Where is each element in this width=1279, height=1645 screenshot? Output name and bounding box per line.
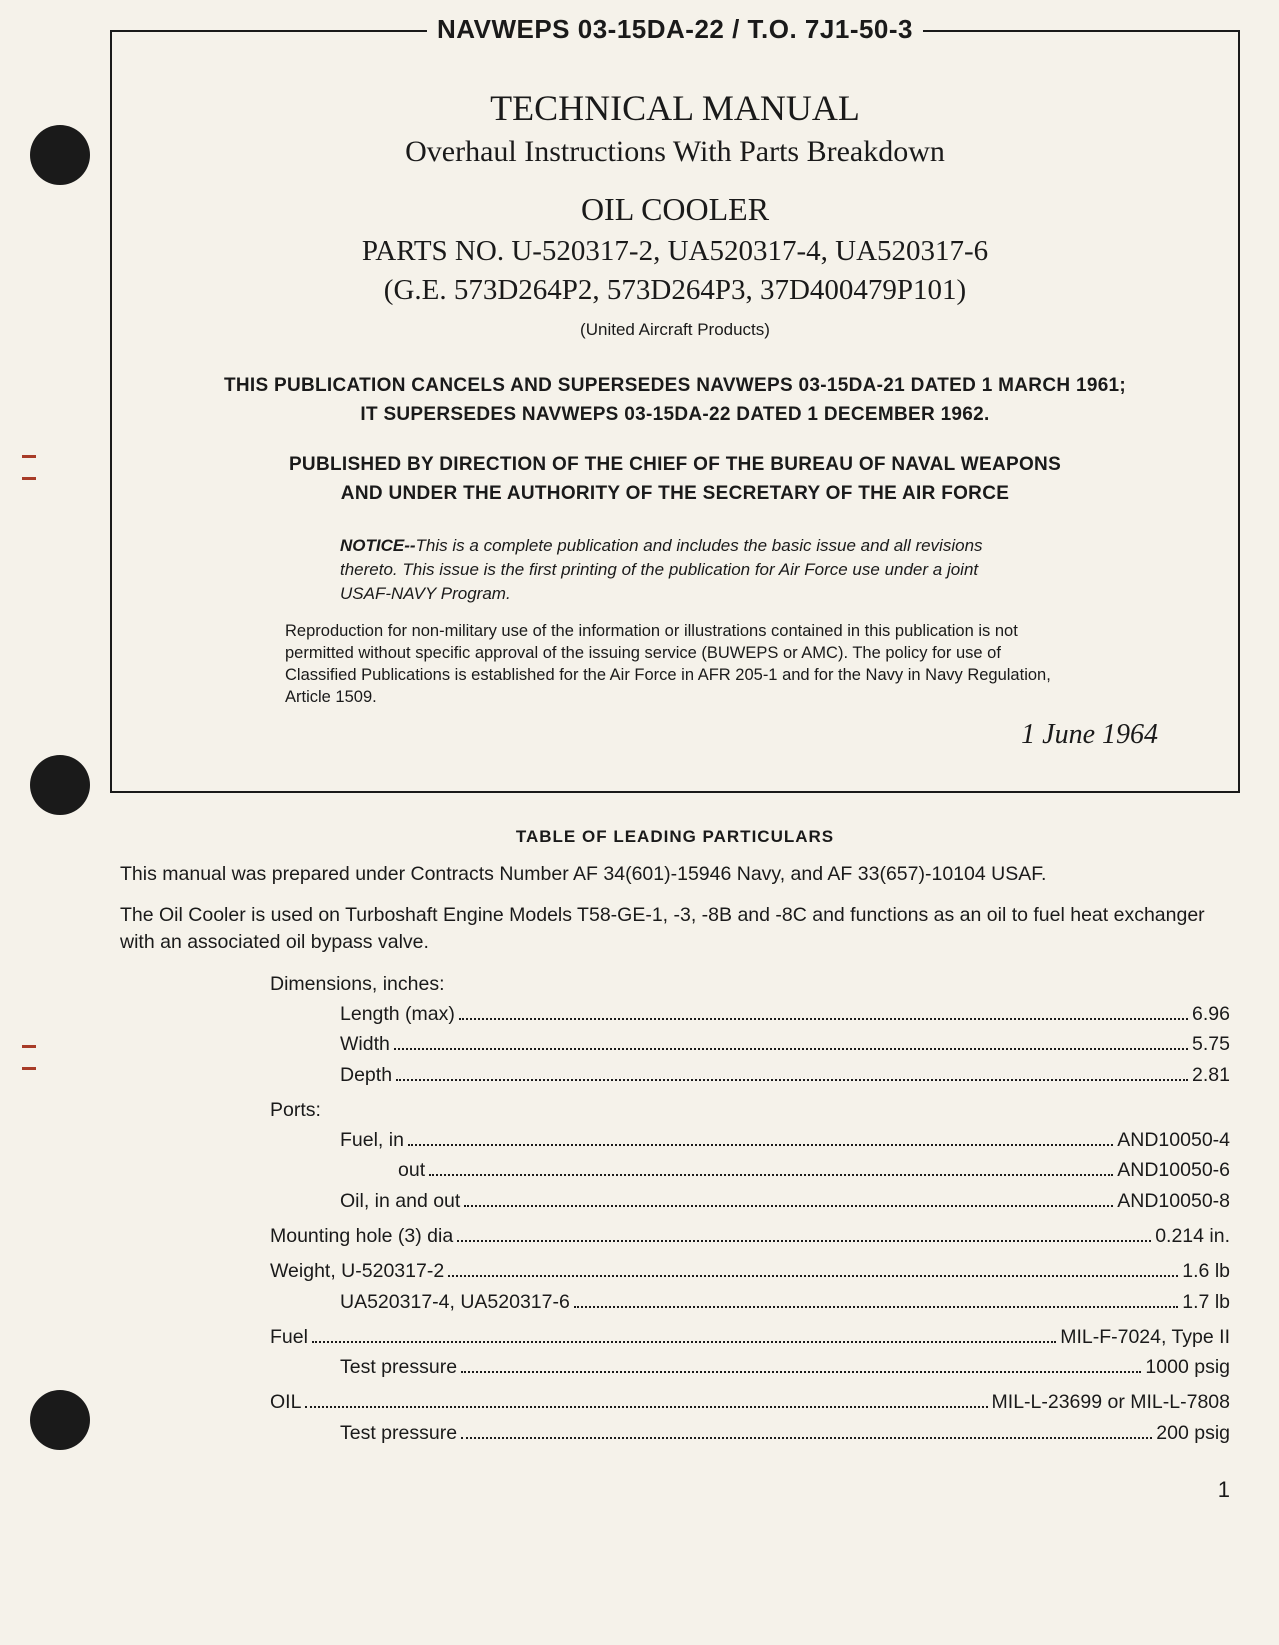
- spec-value: 5.75: [1192, 1031, 1230, 1058]
- spec-row: Length (max) 6.96: [340, 1001, 1230, 1028]
- title-frame: NAVWEPS 03-15DA-22 / T.O. 7J1-50-3 TECHN…: [110, 30, 1240, 793]
- authority-line: AND UNDER THE AUTHORITY OF THE SECRETARY…: [192, 480, 1158, 509]
- spec-label: Weight, U-520317-2: [270, 1258, 444, 1285]
- fuel-block: Fuel MIL-F-7024, Type II Test pressure 1…: [270, 1324, 1230, 1382]
- leader-dots: [305, 1406, 987, 1408]
- spec-row: Width 5.75: [340, 1031, 1230, 1058]
- document-id: NAVWEPS 03-15DA-22 / T.O. 7J1-50-3: [427, 14, 923, 45]
- spec-label: OIL: [270, 1389, 301, 1416]
- spec-value: 2.81: [1192, 1062, 1230, 1089]
- oil-block: OIL MIL-L-23699 or MIL-L-7808 Test press…: [270, 1389, 1230, 1447]
- mounting-block: Mounting hole (3) dia 0.214 in.: [270, 1223, 1230, 1250]
- spec-value: MIL-F-7024, Type II: [1060, 1324, 1230, 1351]
- binder-hole: [30, 125, 90, 185]
- spec-label: UA520317-4, UA520317-6: [340, 1289, 570, 1316]
- ports-label: Ports:: [270, 1097, 1230, 1124]
- reproduction-notice: Reproduction for non-military use of the…: [285, 620, 1065, 709]
- spec-row: out AND10050-6: [398, 1157, 1230, 1184]
- parts-numbers: PARTS NO. U-520317-2, UA520317-4, UA5203…: [192, 232, 1158, 310]
- leader-dots: [574, 1306, 1178, 1308]
- supersede-line: IT SUPERSEDES NAVWEPS 03-15DA-22 DATED 1…: [192, 401, 1158, 430]
- spec-value: AND10050-6: [1117, 1157, 1230, 1184]
- spec-value: 6.96: [1192, 1001, 1230, 1028]
- spec-row: Weight, U-520317-2 1.6 lb: [270, 1258, 1230, 1285]
- spec-row: OIL MIL-L-23699 or MIL-L-7808: [270, 1389, 1230, 1416]
- particulars-body: This manual was prepared under Contracts…: [120, 861, 1230, 1447]
- red-mark: [22, 1045, 36, 1048]
- authority-line: PUBLISHED BY DIRECTION OF THE CHIEF OF T…: [192, 451, 1158, 480]
- spec-row: Fuel MIL-F-7024, Type II: [270, 1324, 1230, 1351]
- leader-dots: [429, 1174, 1113, 1176]
- ge-parts: (G.E. 573D264P2, 573D264P3, 37D400479P10…: [384, 274, 966, 306]
- spec-value: 0.214 in.: [1155, 1223, 1230, 1250]
- spec-label: Width: [340, 1031, 390, 1058]
- binder-hole: [30, 755, 90, 815]
- spec-label: Depth: [340, 1062, 392, 1089]
- dimensions-block: Dimensions, inches: Length (max) 6.96 Wi…: [270, 971, 1230, 1089]
- spec-value: MIL-L-23699 or MIL-L-7808: [992, 1389, 1230, 1416]
- spec-label: Length (max): [340, 1001, 455, 1028]
- spec-value: AND10050-4: [1117, 1127, 1230, 1154]
- binder-hole: [30, 1390, 90, 1450]
- leader-dots: [461, 1371, 1141, 1373]
- spec-label: Mounting hole (3) dia: [270, 1223, 453, 1250]
- leader-dots: [394, 1048, 1188, 1050]
- leader-dots: [459, 1018, 1188, 1020]
- publication-date: 1 June 1964: [192, 719, 1158, 751]
- ports-block: Ports: Fuel, in AND10050-4 out AND10050-…: [270, 1097, 1230, 1215]
- leader-dots: [448, 1275, 1178, 1277]
- spec-row: Test pressure 200 psig: [340, 1420, 1230, 1447]
- spec-label: Test pressure: [340, 1354, 457, 1381]
- weight-block: Weight, U-520317-2 1.6 lb UA520317-4, UA…: [270, 1258, 1230, 1316]
- spec-label: out: [398, 1157, 425, 1184]
- parts-no-value: U-520317-2, UA520317-4, UA520317-6: [511, 235, 988, 267]
- spec-value: 1.6 lb: [1182, 1258, 1230, 1285]
- spec-value: AND10050-8: [1117, 1188, 1230, 1215]
- parts-no-label: PARTS NO.: [362, 235, 504, 267]
- leader-dots: [408, 1144, 1113, 1146]
- component-name: OIL COOLER: [192, 191, 1158, 228]
- spec-label: Fuel, in: [340, 1127, 404, 1154]
- spec-row: Mounting hole (3) dia 0.214 in.: [270, 1223, 1230, 1250]
- spec-value: 200 psig: [1156, 1420, 1230, 1447]
- spec-label: Test pressure: [340, 1420, 457, 1447]
- red-mark: [22, 1067, 36, 1070]
- particulars-section: TABLE OF LEADING PARTICULARS This manual…: [110, 827, 1240, 1447]
- manufacturer: (United Aircraft Products): [192, 320, 1158, 340]
- usage-para: The Oil Cooler is used on Turboshaft Eng…: [120, 902, 1230, 957]
- leader-dots: [457, 1240, 1151, 1242]
- supersede-block: THIS PUBLICATION CANCELS AND SUPERSEDES …: [192, 372, 1158, 508]
- spec-row: Fuel, in AND10050-4: [340, 1127, 1230, 1154]
- spec-row: Depth 2.81: [340, 1062, 1230, 1089]
- spec-value: 1000 psig: [1145, 1354, 1230, 1381]
- spec-value: 1.7 lb: [1182, 1289, 1230, 1316]
- spec-row: Test pressure 1000 psig: [340, 1354, 1230, 1381]
- notice-label: NOTICE--: [340, 536, 416, 555]
- spec-row: UA520317-4, UA520317-6 1.7 lb: [340, 1289, 1230, 1316]
- dimensions-label: Dimensions, inches:: [270, 971, 1230, 998]
- red-mark: [22, 477, 36, 480]
- spec-label: Oil, in and out: [340, 1188, 460, 1215]
- leader-dots: [396, 1079, 1188, 1081]
- particulars-title: TABLE OF LEADING PARTICULARS: [120, 827, 1230, 847]
- supersede-line: THIS PUBLICATION CANCELS AND SUPERSEDES …: [192, 372, 1158, 401]
- spec-label: Fuel: [270, 1324, 308, 1351]
- notice-text: This is a complete publication and inclu…: [340, 536, 983, 603]
- subtitle: Overhaul Instructions With Parts Breakdo…: [192, 135, 1158, 169]
- page-content: NAVWEPS 03-15DA-22 / T.O. 7J1-50-3 TECHN…: [110, 30, 1240, 1503]
- red-mark: [22, 455, 36, 458]
- leader-dots: [312, 1341, 1056, 1343]
- leader-dots: [461, 1437, 1152, 1439]
- page-number: 1: [110, 1477, 1240, 1503]
- title-block: TECHNICAL MANUAL Overhaul Instructions W…: [192, 87, 1158, 340]
- notice-block: NOTICE--This is a complete publication a…: [340, 534, 1010, 605]
- leader-dots: [464, 1205, 1113, 1207]
- contracts-para: This manual was prepared under Contracts…: [120, 861, 1230, 888]
- spec-row: Oil, in and out AND10050-8: [340, 1188, 1230, 1215]
- title-main: TECHNICAL MANUAL: [192, 87, 1158, 129]
